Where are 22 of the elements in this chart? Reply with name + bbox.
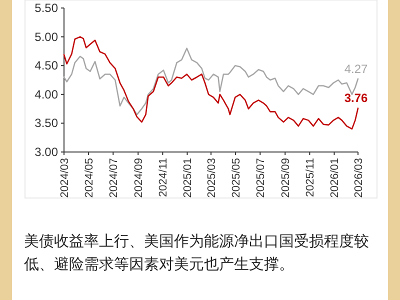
text: 美债收益率上行、美国作为能源净出口国受损程度较低、避险需求等因素对美元也产生支撑。 (24, 231, 370, 275)
x-tick-label: 2024/09 (133, 158, 146, 198)
x-tick-label: 2025/05 (230, 158, 243, 198)
x-tick-label: 2025/03 (206, 158, 218, 198)
x-tick-label: 2025/11 (304, 158, 317, 197)
annotation: 4.27 (344, 62, 368, 76)
x-tick-label: 2024/05 (84, 158, 96, 198)
y-tick-label: 4.00 (34, 87, 58, 102)
y-tick-label: 3.00 (34, 145, 58, 159)
x-tick-label: 2025/01 (182, 158, 194, 198)
y-tick-label: 4.50 (34, 58, 58, 73)
x-tick-label: 2026/03 (353, 158, 365, 198)
x-tick-label: 2025/07 (255, 158, 268, 198)
y-tick-label: 5.00 (34, 30, 58, 44)
x-tick-label: 2024/03 (59, 158, 71, 198)
x-tick-label: 2024/07 (108, 158, 120, 198)
annotation: 3.76 (344, 91, 368, 106)
y-tick-label: 5.50 (34, 1, 58, 15)
x-tick-label: 2025/09 (280, 158, 292, 198)
y-tick-label: 3.50 (34, 116, 58, 130)
x-tick-label: 2024/11 (158, 158, 170, 197)
x-tick-label: 2026/01 (329, 158, 342, 198)
